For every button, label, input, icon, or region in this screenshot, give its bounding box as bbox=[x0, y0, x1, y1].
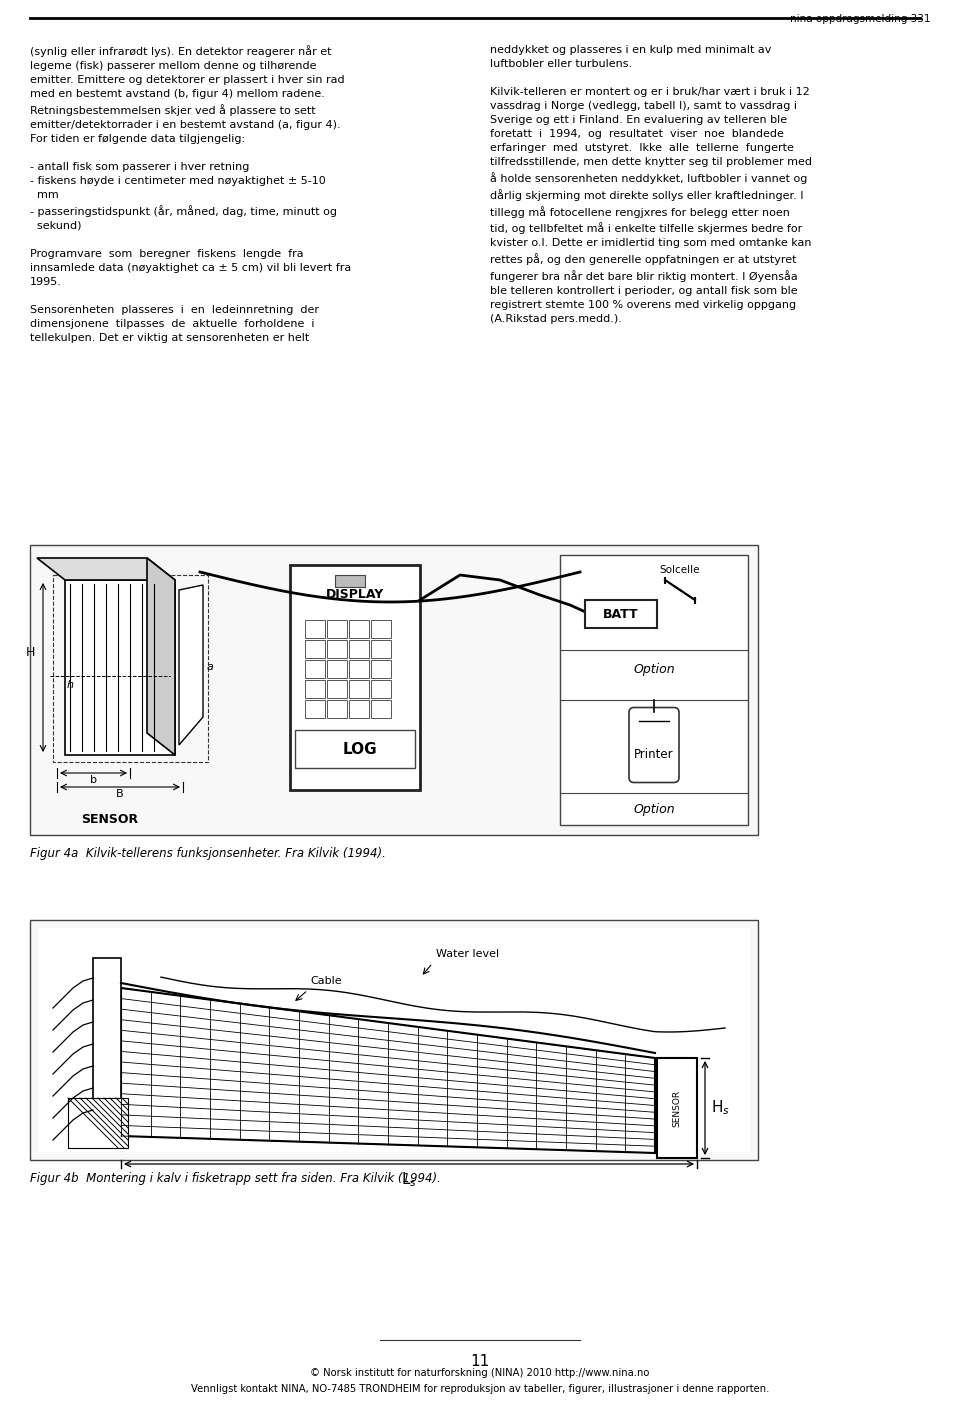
Bar bbox=[93, 958, 121, 1137]
Bar bbox=[349, 640, 369, 658]
Bar bbox=[371, 660, 391, 678]
Bar bbox=[305, 699, 325, 718]
Bar bbox=[371, 620, 391, 639]
Bar bbox=[68, 1098, 128, 1147]
Text: Solcelle: Solcelle bbox=[660, 565, 700, 575]
Text: b: b bbox=[90, 774, 97, 786]
Bar bbox=[305, 660, 325, 678]
Bar bbox=[349, 699, 369, 718]
Bar bbox=[305, 620, 325, 639]
Bar bbox=[657, 1058, 697, 1159]
Bar bbox=[327, 620, 347, 639]
Text: B: B bbox=[116, 788, 124, 798]
Bar bbox=[305, 680, 325, 698]
Text: Figur 4a  Kilvik-tellerens funksjonsenheter. Fra Kilvik (1994).: Figur 4a Kilvik-tellerens funksjonsenhet… bbox=[30, 846, 386, 861]
Bar bbox=[371, 640, 391, 658]
Text: Option: Option bbox=[634, 804, 675, 817]
Text: a: a bbox=[206, 663, 213, 673]
Bar bbox=[295, 731, 415, 769]
Text: Option: Option bbox=[634, 664, 675, 677]
Text: nina oppdragsmelding 331: nina oppdragsmelding 331 bbox=[789, 14, 930, 24]
Text: Vennligst kontakt NINA, NO-7485 TRONDHEIM for reproduksjon av tabeller, figurer,: Vennligst kontakt NINA, NO-7485 TRONDHEI… bbox=[191, 1383, 769, 1395]
Polygon shape bbox=[179, 585, 203, 745]
Text: Water level: Water level bbox=[436, 950, 499, 959]
Text: Figur 4b  Montering i kalv i fisketrapp sett fra siden. Fra Kilvik (1994).: Figur 4b Montering i kalv i fisketrapp s… bbox=[30, 1171, 441, 1186]
Bar bbox=[585, 601, 657, 627]
Polygon shape bbox=[65, 579, 175, 755]
Text: SENSOR: SENSOR bbox=[82, 812, 138, 827]
Bar bbox=[53, 575, 208, 762]
Text: H$_s$: H$_s$ bbox=[711, 1099, 730, 1118]
Bar bbox=[305, 640, 325, 658]
Text: neddykket og plasseres i en kulp med minimalt av
luftbobler eller turbulens.

Ki: neddykket og plasseres i en kulp med min… bbox=[490, 45, 812, 324]
Bar bbox=[349, 680, 369, 698]
Bar bbox=[327, 640, 347, 658]
Polygon shape bbox=[37, 558, 175, 579]
Bar bbox=[30, 920, 758, 1160]
Text: BATT: BATT bbox=[603, 608, 638, 620]
Text: Cable: Cable bbox=[310, 976, 342, 986]
Bar bbox=[560, 555, 748, 825]
Bar bbox=[371, 699, 391, 718]
Bar bbox=[335, 575, 365, 586]
Bar bbox=[290, 565, 420, 790]
Bar bbox=[30, 545, 758, 835]
Text: (synlig eller infrarødt lys). En detektor reagerer når et
legeme (fisk) passerer: (synlig eller infrarødt lys). En detekto… bbox=[30, 45, 351, 342]
Bar bbox=[38, 928, 750, 1152]
Text: DISPLAY: DISPLAY bbox=[325, 588, 384, 602]
Polygon shape bbox=[147, 558, 175, 755]
Text: h: h bbox=[67, 680, 74, 690]
Bar bbox=[327, 699, 347, 718]
Text: Printer: Printer bbox=[635, 749, 674, 762]
Text: © Norsk institutt for naturforskning (NINA) 2010 http://www.nina.no: © Norsk institutt for naturforskning (NI… bbox=[310, 1368, 650, 1378]
Bar bbox=[327, 680, 347, 698]
Text: LOG: LOG bbox=[343, 742, 377, 756]
Bar bbox=[349, 620, 369, 639]
Polygon shape bbox=[121, 988, 655, 1153]
Text: 11: 11 bbox=[470, 1354, 490, 1369]
Bar bbox=[371, 680, 391, 698]
Bar bbox=[349, 660, 369, 678]
Bar bbox=[327, 660, 347, 678]
Text: SENSOR: SENSOR bbox=[673, 1089, 682, 1126]
Text: H: H bbox=[26, 646, 35, 658]
Text: L$_s$: L$_s$ bbox=[401, 1170, 417, 1188]
FancyBboxPatch shape bbox=[629, 708, 679, 783]
